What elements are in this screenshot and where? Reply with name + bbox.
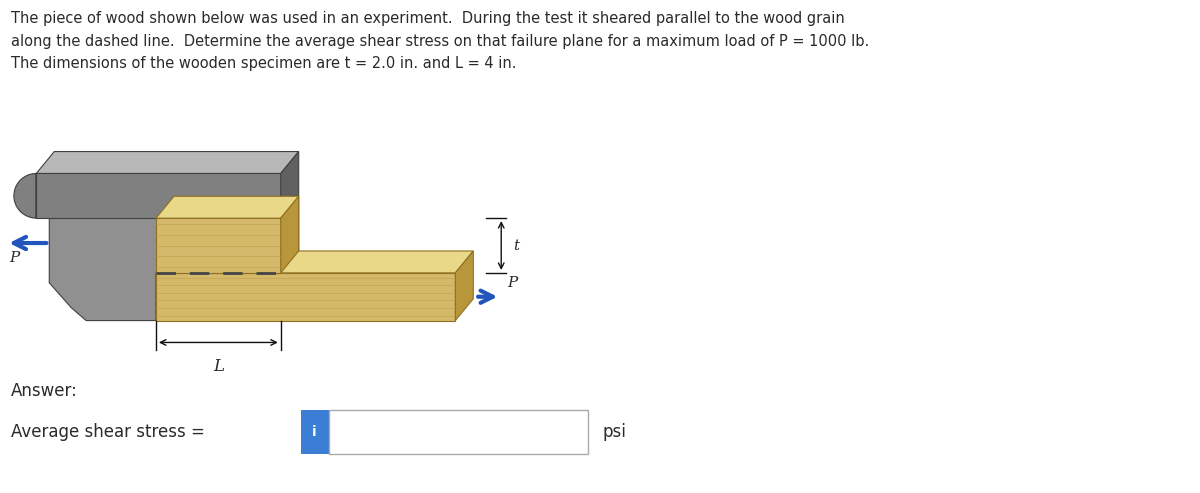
Text: P: P: [508, 276, 517, 290]
Text: Answer:: Answer:: [11, 382, 78, 400]
Polygon shape: [156, 251, 473, 273]
Text: The piece of wood shown below was used in an experiment.  During the test it she: The piece of wood shown below was used i…: [11, 11, 870, 70]
Text: i: i: [312, 425, 317, 439]
Polygon shape: [156, 196, 299, 218]
Polygon shape: [36, 174, 281, 218]
Polygon shape: [156, 273, 455, 320]
Polygon shape: [14, 174, 36, 218]
FancyBboxPatch shape: [329, 410, 588, 454]
Polygon shape: [455, 251, 473, 320]
Polygon shape: [281, 196, 299, 273]
Text: t: t: [514, 239, 520, 252]
Polygon shape: [281, 151, 299, 273]
Text: psi: psi: [602, 423, 626, 441]
FancyBboxPatch shape: [301, 410, 329, 454]
Polygon shape: [49, 218, 281, 320]
Polygon shape: [156, 218, 281, 273]
Text: Average shear stress =: Average shear stress =: [11, 423, 210, 441]
Text: P: P: [10, 251, 19, 265]
Polygon shape: [36, 151, 299, 174]
Text: L: L: [212, 358, 224, 375]
Polygon shape: [52, 218, 281, 273]
